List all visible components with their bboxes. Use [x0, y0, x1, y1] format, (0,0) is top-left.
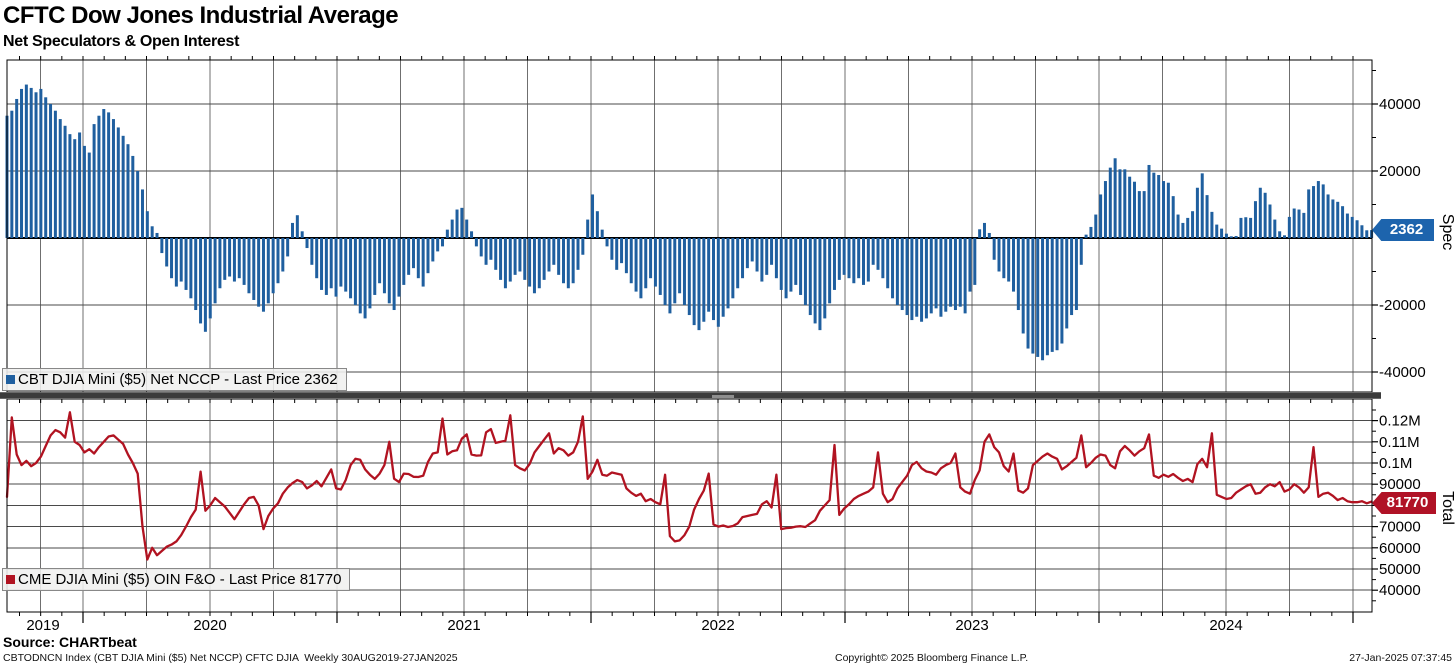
axis-tick-label: 50000: [1379, 561, 1421, 578]
axis-tick-label: Spec: [1439, 214, 1456, 250]
timestamp: 27-Jan-2025 07:37:45: [1349, 652, 1452, 664]
axis-tick-label: 0.1M: [1379, 455, 1412, 472]
axis-tick-label: 2020: [193, 617, 226, 634]
axis-tick-label: 40000: [1379, 96, 1421, 113]
axis-tick-label: 0.12M: [1379, 413, 1421, 430]
axis-tick-label: 60000: [1379, 540, 1421, 557]
divider-grip-icon: [712, 395, 734, 398]
panel-divider-handle[interactable]: [0, 392, 1381, 399]
axis-tick-label: -20000: [1379, 297, 1426, 314]
page-title: CFTC Dow Jones Industrial Average: [3, 2, 399, 29]
axis-tick-label: -40000: [1379, 364, 1426, 381]
axis-tick-label: 2021: [447, 617, 480, 634]
axis-tick-label: 2019: [26, 617, 59, 634]
last-price-badge-total: 81770: [1372, 492, 1436, 514]
legend-net-nccp[interactable]: CBT DJIA Mini ($5) Net NCCP - Last Price…: [2, 368, 347, 391]
axis-tick-label: 40000: [1379, 582, 1421, 599]
page-subtitle: Net Speculators & Open Interest: [3, 33, 240, 50]
axis-tick-label: 70000: [1379, 519, 1421, 536]
axis-tick-label: Total: [1439, 491, 1456, 525]
source-label: Source: CHARTbeat: [3, 634, 137, 650]
security-info: CBTODNCN Index (CBT DJIA Mini ($5) Net N…: [3, 652, 458, 664]
legend-net-nccp-label: CBT DJIA Mini ($5) Net NCCP - Last Price…: [18, 371, 338, 388]
axis-tick-label: 20000: [1379, 163, 1421, 180]
axis-tick-label: 90000: [1379, 476, 1421, 493]
axis-tick-label: 2022: [701, 617, 734, 634]
last-price-badge-spec: 2362: [1372, 219, 1434, 241]
legend-oin-fo-label: CME DJIA Mini ($5) OIN F&O - Last Price …: [18, 571, 342, 588]
axis-tick-label: 2024: [1209, 617, 1242, 634]
axis-tick-label: 2023: [955, 617, 988, 634]
copyright-notice: Copyright© 2025 Bloomberg Finance L.P.: [835, 652, 1029, 664]
red-series-swatch-icon: [6, 575, 15, 584]
blue-series-swatch-icon: [6, 375, 15, 384]
axis-tick-label: 0.11M: [1379, 434, 1420, 451]
legend-oin-fo[interactable]: CME DJIA Mini ($5) OIN F&O - Last Price …: [2, 568, 351, 591]
